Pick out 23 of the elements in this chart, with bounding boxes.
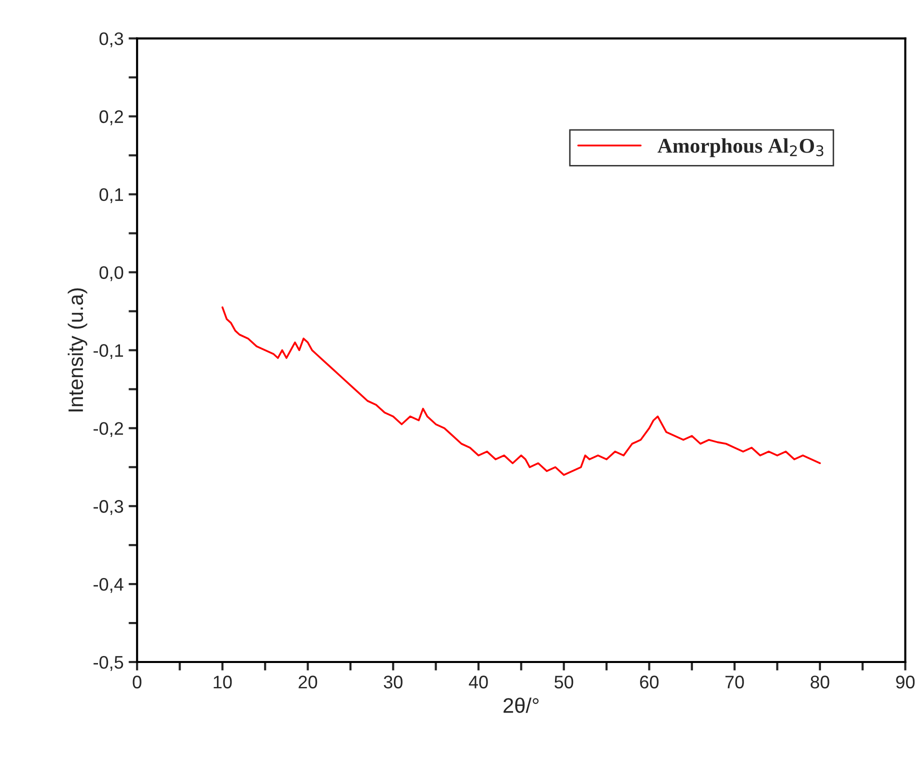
y-tick-label: -0,5 xyxy=(94,656,124,671)
y-tick-label: 0,3 xyxy=(99,32,124,48)
y-tick-label: 0,1 xyxy=(99,188,124,204)
x-tick-label: 90 xyxy=(896,676,915,688)
x-tick-label: 10 xyxy=(214,676,232,688)
y-axis-title: Intensity (u.a) xyxy=(68,288,88,412)
y-tick-label: -0,3 xyxy=(94,500,124,515)
x-axis-title: 2θ/° xyxy=(504,698,539,713)
x-tick-label: 80 xyxy=(810,676,830,688)
legend-label: Amorphous Al$_{2}$O$_{3}$ xyxy=(658,138,824,158)
line-series xyxy=(222,306,821,476)
x-tick-label: 30 xyxy=(384,676,402,688)
y-tick-label: 0,0 xyxy=(99,266,124,282)
y-tick-label: -0,1 xyxy=(94,344,124,360)
y-tick-label: -0,2 xyxy=(94,422,123,438)
y-tick-label: 0,2 xyxy=(99,110,123,126)
x-tick-label: 50 xyxy=(554,676,574,688)
x-tick-label: 40 xyxy=(468,676,488,688)
y-tick-label: -0,4 xyxy=(94,578,124,593)
x-tick-label: 70 xyxy=(725,676,744,688)
x-tick-label: 0 xyxy=(132,676,142,688)
x-tick-label: 20 xyxy=(298,676,318,688)
x-tick-label: 60 xyxy=(640,676,659,688)
